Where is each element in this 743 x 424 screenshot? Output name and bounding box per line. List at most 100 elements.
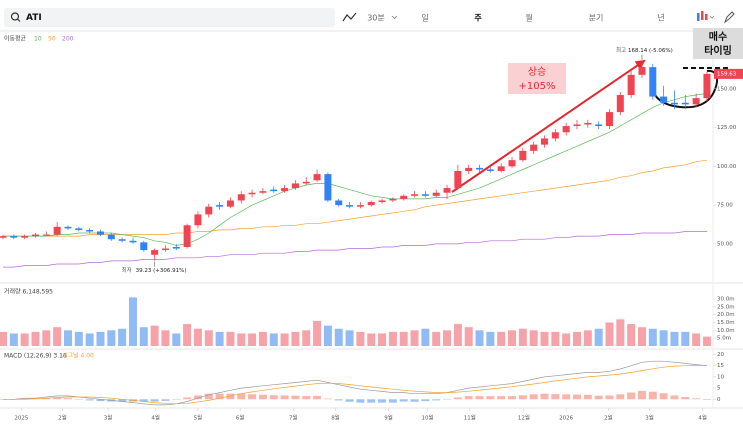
candle-body [161,248,169,251]
candle-body [21,236,29,238]
candle-body [660,96,668,103]
candle-body [31,234,39,237]
volume-bar [681,331,690,346]
candle-body [692,98,700,105]
volume-bar [540,331,549,346]
candle-body [356,205,364,207]
volume-bar [670,331,679,346]
macd-histogram-bar [637,390,646,400]
ma-legend-entry: 200 [62,36,74,43]
volume-bar [193,328,202,346]
candle-body [508,160,516,167]
macd-histogram-bar [551,394,560,400]
candle-body [118,239,126,241]
candle-body [378,200,386,203]
y-tick-label: 10.0m [717,328,735,334]
volume-bar [323,325,332,346]
candle-body [497,166,505,172]
candle-body [476,167,484,170]
candle-body [443,188,451,193]
draw-icon[interactable] [723,11,735,24]
x-tick-label: 3월 [104,414,113,422]
buy-label: 타이밍 [704,44,732,57]
candle-body [421,194,429,196]
macd-histogram-bar [616,394,625,400]
candle-body [75,228,83,230]
macd-histogram-bar [540,393,549,400]
volume-bar [74,331,83,346]
ma-line [3,231,707,268]
interval-tab[interactable]: 분기 [589,14,604,23]
volume-bar [583,330,592,346]
macd-histogram-bar [280,395,289,400]
candle-body [486,169,494,172]
candle-body [616,95,624,113]
interval-tab[interactable]: 주 [474,14,482,23]
macd-histogram-bar [453,397,462,400]
search-box[interactable] [4,8,335,27]
candle-body [183,225,191,247]
interval-chevron [391,15,398,20]
candle-body [519,150,527,161]
volume-bar [183,324,192,346]
low-value: 39.23 (+306.91%) [136,268,187,274]
candle-body [259,191,267,193]
volume-bar [475,330,484,346]
macd-histogram-bar [475,396,484,400]
macd-histogram-bar [193,395,202,400]
candle-body [584,122,592,125]
macd-histogram-bar [96,399,105,402]
macd-histogram-bar [562,394,571,400]
volume-bar [226,331,235,346]
candle-body [627,74,635,96]
macd-histogram-bar [388,399,397,403]
macd-histogram-bar [291,395,300,400]
candle-body [346,205,354,207]
x-tick-label: 2월 [58,414,67,422]
macd-histogram-bar [85,399,94,401]
candle-body [42,234,50,236]
volume-bar [399,331,408,346]
interval-tab[interactable]: 30분 [367,14,385,23]
macd-histogram-bar [399,399,408,402]
candle-icon[interactable] [697,11,715,21]
candle-body [129,240,137,243]
macd-histogram-bar [464,396,473,400]
interval-tab[interactable]: 년 [657,13,664,23]
candle-body [541,138,548,145]
ma-line [3,93,708,246]
macd-histogram-bar [118,399,127,402]
macd-histogram-bar [172,399,181,400]
volume-bar [702,336,711,346]
volume-bar [85,333,94,346]
candle-body [670,102,678,105]
volume-bar [464,327,473,346]
x-tick-label: 2026 [559,416,573,422]
y-tick-label: 15.0m [717,320,735,326]
candle-body [638,67,646,75]
volume-bar [139,327,148,346]
volume-bar [410,330,419,346]
macd-histogram-bar [215,393,224,400]
x-tick-label: 3월 [645,414,654,422]
candle-body [367,202,375,206]
interval-tab[interactable]: 일 [421,14,428,23]
x-tick-label: 11월 [464,414,476,422]
candle-body [313,174,321,181]
y-tick-label: 30.0m [717,296,735,302]
candle-body [291,183,299,189]
candle-body [237,194,245,201]
interval-tab[interactable]: 월 [525,13,532,23]
y-tick-label: 150.00 [717,86,737,92]
x-tick-label: 4월 [151,414,160,422]
volume-bar [269,333,278,346]
candle-body [10,236,18,238]
candle-body [562,126,570,133]
macd-histogram-bar [367,399,376,403]
volume-bar [508,330,517,346]
volume-bar [529,330,538,346]
symbol: ATI [26,13,42,23]
volume-bar [53,327,62,346]
chart-type-icon[interactable] [342,12,357,22]
